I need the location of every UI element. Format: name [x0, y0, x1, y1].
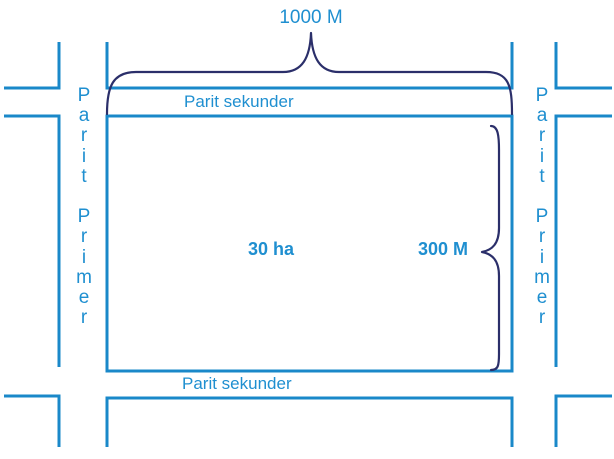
- top-dimension-label: 1000 M: [279, 7, 343, 28]
- top-dimension-brace: [105, 31, 514, 116]
- secondary-canal-top-label: Parit sekunder: [184, 92, 294, 111]
- vertical-letter: i: [81, 246, 87, 268]
- canal-bottom-left: [4, 114, 61, 367]
- side-dimension-brace: [480, 124, 501, 372]
- vertical-letter: [81, 187, 86, 207]
- vertical-letter: r: [80, 226, 88, 248]
- canal-bottom-right: [554, 394, 612, 447]
- vertical-letter: m: [76, 266, 92, 288]
- canal-mid-right: [554, 114, 612, 367]
- vertical-letter: P: [77, 206, 91, 228]
- vertical-letter: P: [535, 206, 549, 228]
- vertical-letter: r: [80, 125, 88, 147]
- vertical-letter: [539, 187, 544, 207]
- secondary-canal-bottom-label: Parit sekunder: [182, 374, 292, 393]
- side-dimension-label: 300 M: [418, 239, 469, 259]
- vertical-letter: i: [539, 145, 545, 167]
- vertical-letter: e: [78, 286, 90, 308]
- vertical-letter: a: [536, 105, 548, 127]
- field-rectangle: [105, 114, 514, 373]
- vertical-letter: m: [534, 266, 550, 288]
- vertical-letter: r: [538, 226, 546, 248]
- area-label: 30 ha: [247, 239, 295, 259]
- canal-top-right: [554, 42, 612, 90]
- vertical-letter: r: [538, 307, 546, 329]
- canal-bottom-left-stub: [4, 394, 61, 447]
- secondary-canal-bottom: [105, 396, 514, 447]
- vertical-letter: t: [81, 165, 87, 187]
- vertical-letter: e: [536, 286, 548, 308]
- vertical-letter: i: [81, 145, 87, 167]
- canal-top-left: [4, 42, 61, 90]
- vertical-letter: t: [539, 165, 545, 187]
- vertical-letter: r: [80, 307, 88, 329]
- vertical-letter: P: [77, 85, 91, 106]
- vertical-letter: r: [538, 125, 546, 147]
- secondary-canal-top: [105, 42, 514, 90]
- vertical-letter: P: [535, 85, 549, 106]
- vertical-letter: a: [78, 105, 90, 127]
- vertical-letter: i: [539, 246, 545, 268]
